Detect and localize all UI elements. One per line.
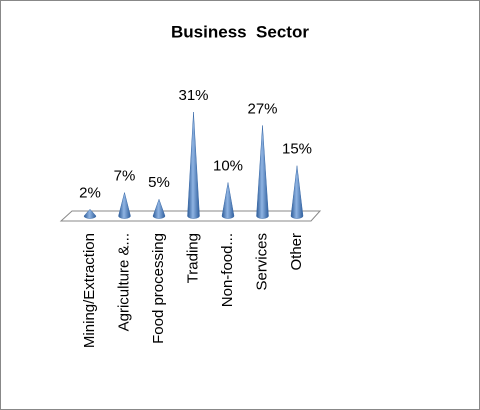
x-tick-label: Food processing xyxy=(150,233,167,344)
cone xyxy=(187,111,200,219)
cone xyxy=(118,192,131,219)
value-label: 7% xyxy=(114,167,136,184)
cone xyxy=(256,125,269,219)
value-label: 10% xyxy=(213,157,243,174)
x-tick-label: Agriculture &... xyxy=(115,233,132,331)
x-tick-label: Trading xyxy=(184,233,201,283)
x-tick-label: Non-food... xyxy=(219,233,236,307)
x-tick-label: Other xyxy=(288,233,305,271)
chart-title: Business Sector xyxy=(171,22,309,41)
x-tick-label: Mining/Extraction xyxy=(81,233,98,348)
cone xyxy=(221,182,235,219)
value-label: 2% xyxy=(79,184,101,201)
value-label: 31% xyxy=(178,87,208,104)
value-label: 27% xyxy=(247,100,277,117)
cone xyxy=(83,208,97,219)
cone xyxy=(152,198,166,219)
cone xyxy=(290,165,304,219)
value-label: 5% xyxy=(148,174,170,191)
value-label: 15% xyxy=(282,141,312,158)
x-tick-label: Services xyxy=(253,233,270,291)
